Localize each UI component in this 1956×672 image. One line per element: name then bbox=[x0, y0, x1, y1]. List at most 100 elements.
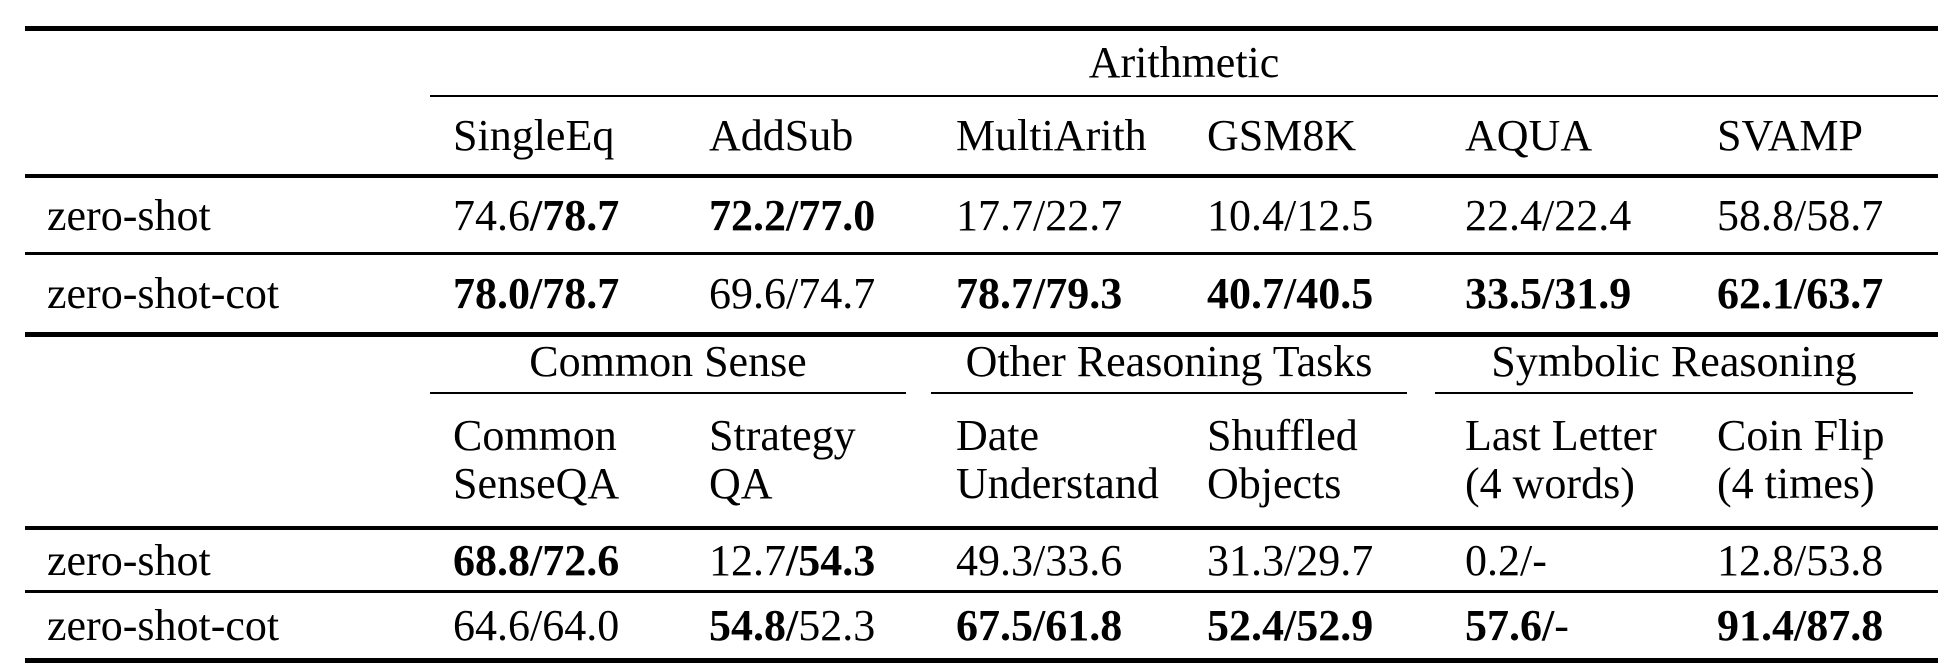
score-cell: 33.5/31.9 bbox=[1465, 268, 1717, 319]
score-cell: 22.4/22.4 bbox=[1465, 190, 1717, 241]
header-rule-block2 bbox=[25, 526, 1938, 530]
score-sep: / bbox=[530, 190, 543, 240]
bottom-rule bbox=[25, 658, 1938, 663]
score-a: 68.8 bbox=[453, 535, 530, 585]
score-a: 12.8 bbox=[1717, 535, 1794, 585]
col-header-line2: QA bbox=[709, 459, 773, 508]
score-a: 54.8 bbox=[709, 601, 786, 650]
score-b: 53.8 bbox=[1806, 535, 1884, 585]
cmidrule-common-sense bbox=[430, 392, 906, 394]
score-b: 74.7 bbox=[798, 269, 876, 318]
score-cell: 12.8/53.8 bbox=[1717, 535, 1938, 586]
midrule-block1 bbox=[25, 252, 1938, 255]
table-row: zero-shot 68.8/72.6 12.7/54.3 49.3/33.6 … bbox=[25, 530, 1938, 590]
score-a: 49.3 bbox=[956, 535, 1033, 585]
score-sep: / bbox=[1033, 269, 1046, 318]
score-sep: / bbox=[530, 269, 543, 318]
table-row: zero-shot-cot 78.0/78.7 69.6/74.7 78.7/7… bbox=[25, 255, 1938, 332]
col-header-addsub: AddSub bbox=[709, 111, 854, 160]
score-b: 78.7 bbox=[542, 190, 620, 240]
group-header-row-block2: Common Sense Other Reasoning Tasks Symbo… bbox=[0, 337, 1956, 392]
score-sep: / bbox=[1542, 601, 1555, 650]
score-sep: / bbox=[1542, 190, 1555, 240]
score-cell: 91.4/87.8 bbox=[1717, 600, 1938, 651]
score-cell: 54.8/52.3 bbox=[709, 600, 956, 651]
score-cell: 0.2/- bbox=[1465, 535, 1717, 586]
score-cell: 49.3/33.6 bbox=[956, 535, 1207, 586]
score-sep: / bbox=[1520, 535, 1533, 585]
col-header-shuffled-objects: Shuffled Objects bbox=[1207, 412, 1465, 508]
col-header-line1: Date bbox=[956, 411, 1040, 460]
score-a: 69.6 bbox=[709, 269, 786, 318]
score-b: - bbox=[1554, 601, 1569, 650]
col-header-strategyqa: Strategy QA bbox=[709, 412, 956, 508]
score-a: 31.3 bbox=[1207, 535, 1284, 585]
cmidrule-arithmetic bbox=[430, 95, 1938, 97]
score-a: 62.1 bbox=[1717, 269, 1794, 318]
col-header-commonsenseqa: Common SenseQA bbox=[453, 412, 709, 508]
score-b: - bbox=[1532, 535, 1547, 585]
score-b: 31.9 bbox=[1554, 269, 1632, 318]
score-cell: 57.6/- bbox=[1465, 600, 1717, 651]
score-b: 72.6 bbox=[542, 535, 620, 585]
score-cell: 17.7/22.7 bbox=[956, 190, 1207, 241]
col-header-coin-flip: Coin Flip (4 times) bbox=[1717, 412, 1938, 508]
score-a: 78.0 bbox=[453, 269, 530, 318]
score-a: 52.4 bbox=[1207, 601, 1284, 650]
score-b: 22.4 bbox=[1554, 190, 1632, 240]
row-label-zero-shot-cot: zero-shot-cot bbox=[47, 269, 280, 318]
table-row: zero-shot 74.6/78.7 72.2/77.0 17.7/22.7 … bbox=[25, 178, 1938, 252]
score-a: 58.8 bbox=[1717, 190, 1794, 240]
score-a: 64.6 bbox=[453, 601, 530, 650]
score-sep: / bbox=[1794, 269, 1807, 318]
score-cell: 78.7/79.3 bbox=[956, 268, 1207, 319]
score-cell: 69.6/74.7 bbox=[709, 268, 956, 319]
score-cell: 67.5/61.8 bbox=[956, 600, 1207, 651]
group-header-other-reasoning: Other Reasoning Tasks bbox=[965, 337, 1373, 386]
score-cell: 74.6/78.7 bbox=[453, 190, 709, 241]
score-a: 33.5 bbox=[1465, 269, 1542, 318]
score-sep: / bbox=[786, 535, 799, 585]
top-rule bbox=[25, 26, 1938, 31]
col-header-line2: SenseQA bbox=[453, 459, 620, 508]
score-cell: 64.6/64.0 bbox=[453, 600, 709, 651]
score-b: 79.3 bbox=[1045, 269, 1123, 318]
col-header-line2: Understand bbox=[956, 459, 1159, 508]
score-a: 67.5 bbox=[956, 601, 1033, 650]
score-sep: / bbox=[530, 601, 543, 650]
score-cell: 52.4/52.9 bbox=[1207, 600, 1465, 651]
col-header-multiarith: MultiArith bbox=[956, 111, 1147, 160]
col-header-line1: Last Letter bbox=[1465, 411, 1657, 460]
column-header-row-block2: Common SenseQA Strategy QA Date Understand … bbox=[25, 394, 1938, 526]
col-header-line1: Common bbox=[453, 411, 617, 460]
midrule-block2 bbox=[25, 590, 1938, 593]
score-cell: 72.2/77.0 bbox=[709, 190, 956, 241]
col-header-line2: (4 words) bbox=[1465, 459, 1635, 508]
score-b: 22.7 bbox=[1045, 190, 1123, 240]
col-header-line1: Coin Flip bbox=[1717, 411, 1885, 460]
col-header-line2: (4 times) bbox=[1717, 459, 1875, 508]
score-a: 91.4 bbox=[1717, 601, 1794, 650]
score-sep: / bbox=[1033, 601, 1046, 650]
col-header-last-letter: Last Letter (4 words) bbox=[1465, 412, 1717, 508]
col-header-line1: Strategy bbox=[709, 411, 856, 460]
score-b: 54.3 bbox=[798, 535, 876, 585]
group-header-common-sense: Common Sense bbox=[529, 337, 807, 386]
group-header-arithmetic: Arithmetic bbox=[1088, 38, 1280, 87]
score-cell: 40.7/40.5 bbox=[1207, 268, 1465, 319]
score-a: 10.4 bbox=[1207, 190, 1284, 240]
score-a: 0.2 bbox=[1465, 535, 1520, 585]
col-header-singleeq: SingleEq bbox=[453, 111, 615, 160]
score-a: 17.7 bbox=[956, 190, 1033, 240]
score-b: 29.7 bbox=[1296, 535, 1374, 585]
group-header-symbolic-reasoning: Symbolic Reasoning bbox=[1491, 337, 1857, 386]
col-header-aqua: AQUA bbox=[1465, 111, 1593, 160]
score-b: 40.5 bbox=[1296, 269, 1374, 318]
score-cell: 31.3/29.7 bbox=[1207, 535, 1465, 586]
score-sep: / bbox=[786, 190, 799, 240]
group-header-row-block1: Arithmetic bbox=[25, 31, 1938, 95]
score-b: 52.3 bbox=[798, 601, 876, 650]
col-header-line2: Objects bbox=[1207, 459, 1342, 508]
score-b: 52.9 bbox=[1296, 601, 1374, 650]
